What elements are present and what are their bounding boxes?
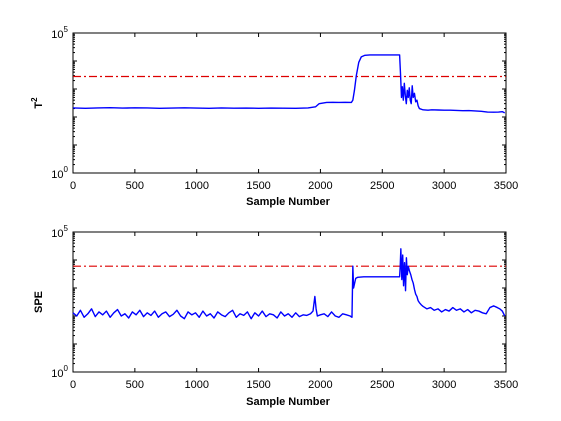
t2-y-axis-label-superscript: 2: [30, 97, 39, 102]
spe-y-axis-label-base: SPE: [33, 291, 45, 313]
spe-y-tick-label-exponent: 0: [64, 364, 69, 373]
spe-y-tick-label: 105: [51, 224, 68, 240]
t2-x-tick-label: 1500: [246, 180, 270, 192]
spe-chart: Sample Number SPE 0 500 1000 1500 2000 2500 30…: [33, 224, 518, 408]
spe-y-tick-label-base: 10: [51, 228, 63, 240]
t2-x-tick-label: 2500: [370, 180, 394, 192]
t2-axes-frame: [72, 32, 507, 174]
t2-series-line: [72, 54, 506, 114]
spe-x-tick-label: 2000: [308, 379, 332, 391]
spe-x-tick-label: 3000: [432, 379, 456, 391]
t2-y-tick-label-base: 10: [51, 29, 63, 41]
spe-y-tick-label: 100: [51, 364, 68, 380]
spe-axes-frame: [72, 231, 507, 373]
spe-x-tick-label: 1000: [184, 379, 208, 391]
t2-chart: Sample Number T2 0 500 1000 1500 2000 2500 300…: [30, 25, 518, 208]
spe-y-tick-label-base: 10: [51, 368, 63, 380]
t2-y-axis-label-base: T: [33, 102, 45, 109]
t2-y-tick-label-base: 10: [51, 169, 63, 181]
spe-series-line: [72, 248, 506, 320]
spe-y-axis-label: SPE: [33, 291, 45, 313]
t2-x-tick-label: 2000: [308, 180, 332, 192]
spe-y-tick-label-exponent: 5: [64, 224, 69, 233]
t2-y-tick-label: 100: [51, 165, 68, 181]
t2-x-tick-label: 500: [126, 180, 144, 192]
t2-x-tick-label: 3500: [494, 180, 518, 192]
t2-y-tick-label: 105: [51, 25, 68, 41]
spe-x-tick-label: 3500: [494, 379, 518, 391]
t2-y-axis-label: T2: [30, 97, 45, 109]
spe-x-tick-label: 500: [126, 379, 144, 391]
t2-x-tick-label: 1000: [184, 180, 208, 192]
t2-y-tick-label-exponent: 0: [64, 165, 69, 174]
spe-x-tick-label: 1500: [246, 379, 270, 391]
spe-x-axis-label: Sample Number: [246, 396, 330, 408]
t2-x-tick-label: 3000: [432, 180, 456, 192]
spe-x-tick-label: 0: [70, 379, 76, 391]
t2-x-tick-label: 0: [70, 180, 76, 192]
t2-y-tick-label-exponent: 5: [64, 25, 69, 34]
spe-x-tick-label: 2500: [370, 379, 394, 391]
t2-x-axis-label: Sample Number: [246, 196, 330, 208]
